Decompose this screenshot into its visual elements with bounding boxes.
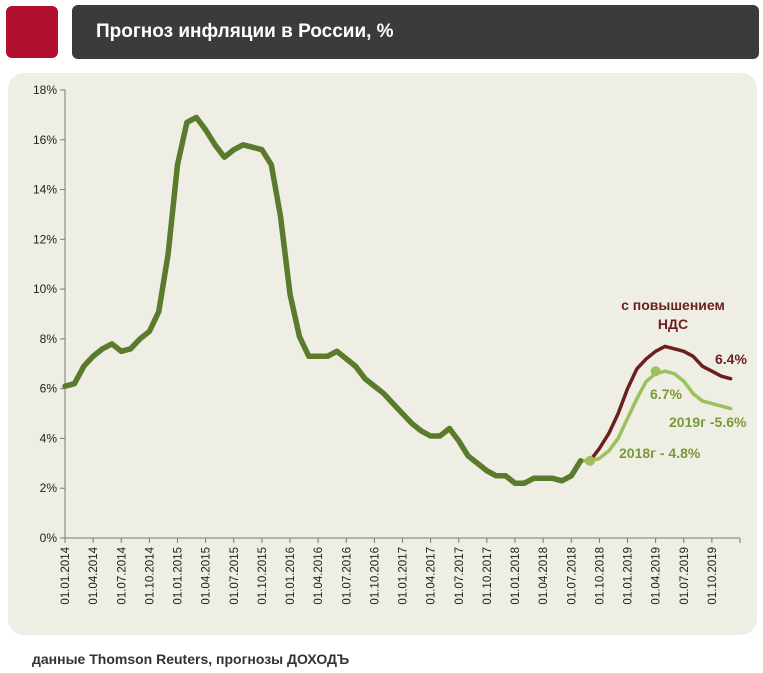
x-tick-label: 01.10.2019: [707, 547, 719, 605]
annotation-vat-line2: НДС: [658, 316, 688, 332]
annotation-vat-peak: 6.4%: [715, 351, 747, 367]
chart-annotations: с повышением НДС 6.4% 6.7% 2019г -5.6% 2…: [619, 297, 747, 461]
chart-axes: 0% 2% 4% 6% 8% 10% 12% 14% 16% 18% 01.01.2014 01.04…: [33, 83, 741, 605]
x-tick-label: 01.01.2018: [510, 547, 522, 605]
x-tick-label: 01.07.2017: [454, 547, 466, 605]
chart-title: Прогноз инфляции в России, %: [96, 21, 394, 42]
x-tick-label: 01.04.2015: [201, 547, 213, 605]
y-tick-label: 10%: [33, 282, 57, 296]
series-line-actual: [62, 114, 584, 486]
x-tick-label: 01.10.2017: [482, 547, 494, 605]
chart-title-bar: Прогноз инфляции в России, %: [72, 5, 759, 59]
x-tick-label: 01.10.2015: [257, 547, 269, 605]
y-tick-label: 0%: [40, 531, 58, 545]
x-tick-label: 01.01.2014: [60, 546, 72, 604]
chart-series: [62, 114, 733, 486]
annotation-base-peak: 6.7%: [650, 386, 682, 402]
x-tick-label: 01.10.2014: [144, 546, 156, 604]
annotation-base-2018: 2018г - 4.8%: [619, 445, 701, 461]
series-point-marker: [585, 455, 595, 466]
source-note: данные Thomson Reuters, прогнозы ДОХОДЪ: [32, 651, 350, 667]
x-tick-label: 01.10.2016: [369, 547, 381, 605]
y-tick-label: 14%: [33, 183, 57, 197]
annotation-vat-line1: с повышением: [621, 297, 725, 313]
x-tick-label: 01.01.2017: [398, 547, 410, 605]
brand-logo: [6, 6, 58, 58]
x-tick-label: 01.04.2014: [88, 546, 100, 604]
x-tick-label: 01.04.2017: [426, 547, 438, 605]
y-tick-label: 6%: [40, 382, 58, 396]
x-tick-label: 01.04.2019: [651, 547, 663, 605]
x-tick-label: 01.07.2014: [116, 546, 128, 604]
x-tick-label: 01.04.2016: [313, 547, 325, 605]
x-tick-label: 01.01.2019: [623, 547, 635, 605]
y-tick-label: 12%: [33, 232, 57, 246]
y-tick-label: 16%: [33, 133, 57, 147]
x-tick-label: 01.04.2018: [538, 547, 550, 605]
x-tick-label: 01.07.2019: [679, 547, 691, 605]
x-tick-label: 01.01.2015: [173, 547, 185, 605]
series-point-marker: [650, 366, 661, 377]
x-tick-label: 01.07.2018: [566, 547, 578, 605]
x-tick-label: 01.07.2016: [341, 547, 353, 605]
series-line-forecast_vat: [578, 344, 733, 463]
y-tick-label: 18%: [33, 83, 57, 97]
y-tick-label: 2%: [40, 481, 58, 495]
y-tick-label: 8%: [40, 332, 58, 346]
x-tick-label: 01.07.2015: [229, 547, 241, 605]
x-tick-label: 01.01.2016: [285, 547, 297, 605]
y-tick-label: 4%: [40, 431, 58, 445]
x-tick-label: 01.10.2018: [594, 547, 606, 605]
chart-panel: 0% 2% 4% 6% 8% 10% 12% 14% 16% 18% 01.01.2014 01.04…: [8, 73, 757, 635]
inflation-chart: 0% 2% 4% 6% 8% 10% 12% 14% 16% 18% 01.01.2014 01.04…: [33, 83, 747, 605]
annotation-base-2019: 2019г -5.6%: [669, 414, 747, 430]
